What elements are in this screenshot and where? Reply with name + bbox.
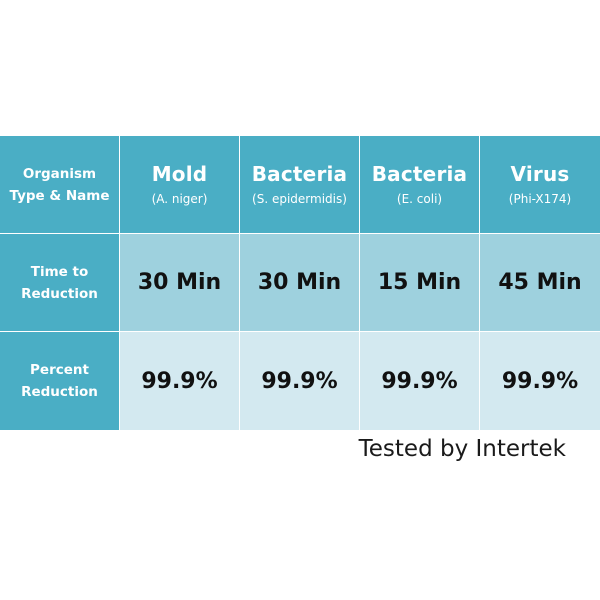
organism-name: (A. niger) [151,191,208,206]
table-cell: 99.9% [360,332,480,430]
table-cell: 99.9% [120,332,240,430]
organism-name: (E. coli) [396,191,443,206]
table-row-percent-reduction: Percent Reduction 99.9% 99.9% 99.9% 99.9… [0,332,600,430]
column-header-bacteria-s-epidermidis: Bacteria (S. epidermidis) [240,136,360,234]
organism-type: Virus [510,161,570,186]
row-label-percent-reduction: Percent Reduction [0,332,120,430]
table-cell: 99.9% [240,332,360,430]
table-cell: 15 Min [360,234,480,332]
table-cell: 30 Min [240,234,360,332]
table-cell: 30 Min [120,234,240,332]
row-label-time-to-reduction: Time to Reduction [0,234,120,332]
tested-by-caption: Tested by Intertek [358,436,566,462]
row-label-line1: Percent [30,362,89,378]
table-row-time-to-reduction: Time to Reduction 30 Min 30 Min 15 Min 4… [0,234,600,332]
row-label-line2: Reduction [21,285,98,302]
column-header-mold: Mold (A. niger) [120,136,240,234]
organism-type: Bacteria [371,161,468,186]
organism-header-cell: Organism Type & Name [0,136,120,234]
organism-name: (Phi-X174) [508,191,572,206]
table-cell: 99.9% [480,332,600,430]
organism-name: (S. epidermidis) [252,191,347,206]
organism-type: Bacteria [251,161,348,186]
row-label-line2: Reduction [21,384,98,400]
table-header-row: Organism Type & Name Mold (A. niger) Bac… [0,136,600,234]
organism-type: Mold [151,161,208,186]
organism-header-label-line2: Type & Name [9,187,110,204]
reduction-results-table: Organism Type & Name Mold (A. niger) Bac… [0,136,600,430]
row-label-line1: Time to [30,263,89,280]
table-cell: 45 Min [480,234,600,332]
column-header-virus: Virus (Phi-X174) [480,136,600,234]
column-header-bacteria-e-coli: Bacteria (E. coli) [360,136,480,234]
organism-header-label-line1: Organism [22,165,97,182]
